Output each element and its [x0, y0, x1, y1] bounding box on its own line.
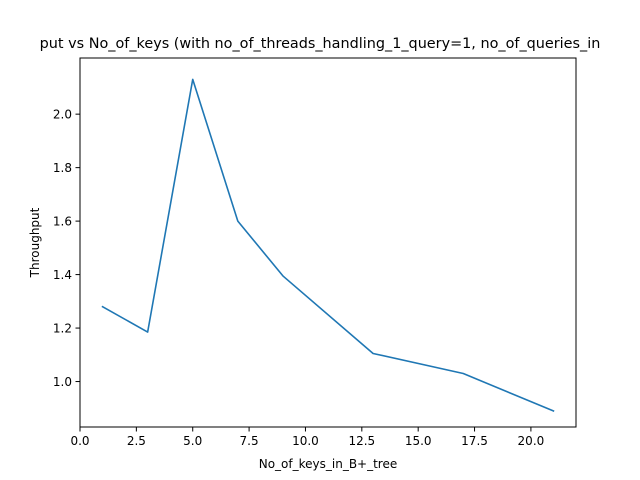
x-tick-label: 7.5 [240, 434, 259, 448]
y-tick-label: 1.6 [53, 214, 72, 228]
y-tick-label: 1.4 [53, 268, 72, 282]
plot-frame [79, 57, 577, 428]
x-axis-ticks: 0.0 2.5 5.0 7.5 10.0 12.5 15.0 17.5 20.0 [70, 427, 544, 448]
series-layer [101, 78, 555, 413]
y-axis-label: Throughput [28, 207, 42, 278]
series-line [101, 78, 555, 413]
y-tick-label: 1.0 [53, 375, 72, 389]
x-tick-label: 10.0 [292, 434, 319, 448]
x-tick-label: 0.0 [70, 434, 89, 448]
y-tick-label: 1.8 [53, 161, 72, 175]
y-tick-label: 2.0 [53, 107, 72, 121]
chart-title: put vs No_of_keys (with no_of_threads_ha… [40, 36, 601, 52]
y-tick-label: 1.2 [53, 321, 72, 335]
x-tick-label: 20.0 [518, 434, 545, 448]
x-tick-label: 17.5 [461, 434, 488, 448]
x-axis-label: No_of_keys_in_B+_tree [259, 457, 398, 471]
x-tick-label: 15.0 [405, 434, 432, 448]
x-tick-label: 5.0 [183, 434, 202, 448]
x-tick-label: 2.5 [127, 434, 146, 448]
x-tick-label: 12.5 [348, 434, 375, 448]
y-axis-ticks: 1.0 1.2 1.4 1.6 1.8 2.0 [53, 107, 80, 389]
